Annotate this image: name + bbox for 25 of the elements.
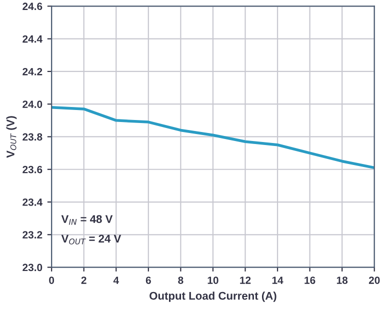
- y-tick-label: 24.0: [22, 100, 42, 108]
- x-tick-label: 16: [304, 276, 316, 284]
- y-tick-label: 24.2: [22, 68, 42, 76]
- y-tick-label: 23.6: [22, 166, 42, 174]
- x-axis-title: Output Load Current (A): [150, 292, 276, 302]
- y-tick-label: 24.6: [22, 2, 42, 10]
- x-tick-label: 6: [146, 276, 151, 284]
- y-tick-label: 23.0: [22, 264, 42, 272]
- y-tick-label: 23.2: [22, 231, 42, 239]
- x-tick-label: 14: [272, 276, 284, 284]
- y-axis-title: V$_{OUT}$ (V): [6, 116, 17, 158]
- annotation: V$_{OUT}$ = 24 V: [61, 234, 122, 244]
- x-tick-label: 10: [208, 276, 218, 284]
- x-tick-label: 12: [240, 276, 251, 284]
- line-series: [52, 106, 374, 170]
- annotation: V$_{IN}$ = 48 V: [61, 215, 113, 225]
- y-tick-label: 23.4: [22, 198, 42, 206]
- y-tick-label: 24.4: [22, 35, 42, 43]
- x-tick-label: 8: [178, 276, 184, 284]
- x-tick-label: 4: [113, 276, 119, 284]
- x-tick-label: 20: [368, 276, 380, 284]
- x-tick-label: 0: [49, 276, 54, 284]
- y-tick-label: 23.8: [22, 133, 42, 141]
- x-tick-label: 2: [81, 276, 86, 284]
- x-tick-label: 18: [336, 276, 348, 284]
